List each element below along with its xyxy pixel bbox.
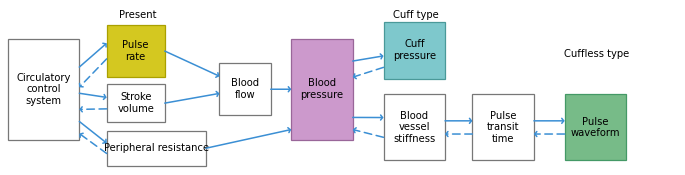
FancyBboxPatch shape (107, 84, 165, 122)
Text: Cuff
pressure: Cuff pressure (393, 39, 436, 61)
Text: Blood
pressure: Blood pressure (301, 78, 344, 100)
FancyBboxPatch shape (107, 131, 206, 166)
Text: Pulse
rate: Pulse rate (123, 40, 149, 62)
FancyBboxPatch shape (219, 63, 271, 115)
Text: Cuffless type: Cuffless type (564, 49, 630, 59)
Text: Peripheral resistance: Peripheral resistance (103, 143, 209, 153)
Text: Stroke
volume: Stroke volume (117, 92, 154, 114)
FancyBboxPatch shape (564, 94, 626, 160)
Text: Present: Present (119, 10, 156, 20)
Text: Pulse
transit
time: Pulse transit time (487, 111, 519, 144)
FancyBboxPatch shape (8, 39, 79, 140)
Text: Blood
vessel
stiffness: Blood vessel stiffness (393, 111, 436, 144)
FancyBboxPatch shape (384, 94, 445, 160)
FancyBboxPatch shape (291, 39, 353, 140)
Text: Circulatory
control
system: Circulatory control system (16, 73, 71, 106)
Text: Pulse
waveform: Pulse waveform (571, 117, 620, 138)
Text: Blood
flow: Blood flow (231, 78, 259, 100)
Text: Cuff type: Cuff type (393, 10, 438, 20)
FancyBboxPatch shape (384, 22, 445, 79)
FancyBboxPatch shape (473, 94, 534, 160)
FancyBboxPatch shape (107, 25, 165, 77)
